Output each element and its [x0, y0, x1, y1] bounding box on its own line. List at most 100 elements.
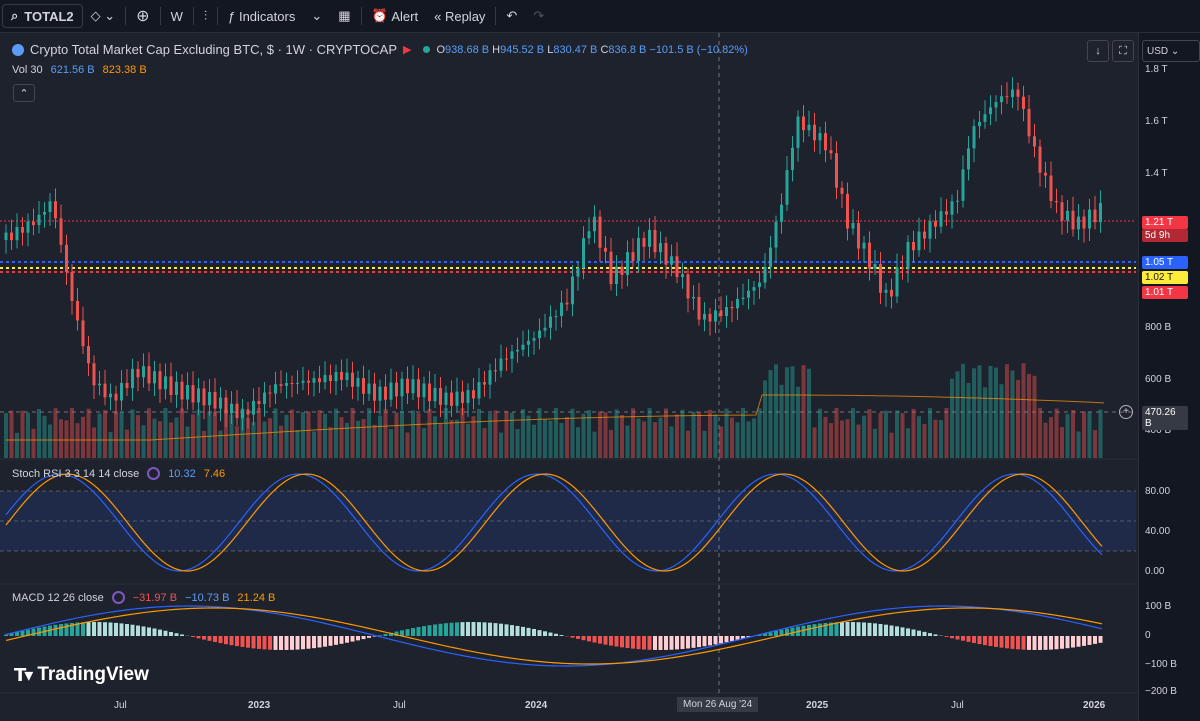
volume-bar [290, 409, 294, 458]
candle-body [197, 388, 200, 403]
volume-bar [394, 412, 399, 458]
volume-bar [559, 423, 564, 458]
scroll-down-button[interactable]: ↓ [1087, 40, 1109, 62]
currency-selector[interactable]: USD ⌄ [1142, 40, 1200, 62]
price-tick: 1.6 T [1145, 116, 1168, 127]
volume-bar [114, 411, 118, 458]
candles-icon: ⫶ [203, 8, 208, 23]
volume-bar [422, 428, 426, 458]
macd-histogram-bar [521, 626, 525, 636]
indicators-button[interactable]: ƒ Indicators [220, 0, 303, 32]
symbol-search[interactable]: ⌕ TOTAL2 [2, 4, 83, 28]
volume-bar [532, 424, 536, 458]
macd-histogram-bar [449, 622, 454, 636]
macd-histogram-bar [383, 634, 388, 636]
candle-body [939, 211, 943, 227]
macd-histogram-bar [807, 624, 811, 636]
add-symbol-button[interactable]: ⊕ [128, 0, 157, 32]
settings-ring-icon[interactable] [147, 467, 161, 480]
volume-bar [356, 420, 360, 458]
candle-body [714, 310, 717, 322]
volume-bar [361, 419, 366, 458]
collapse-legend-button[interactable]: ⌃ [13, 84, 35, 102]
candle-body [48, 201, 52, 212]
volume-bar [702, 430, 707, 458]
volume-bar [163, 408, 168, 458]
settings-ring-icon[interactable] [111, 591, 125, 604]
volume-ma-value: 823.38 B [102, 64, 147, 76]
maximize-icon: ⛶ [1119, 44, 1127, 57]
tradingview-logo[interactable]: 𝗧▾ TradingView [14, 664, 149, 686]
redo-button[interactable]: ↷ [525, 0, 552, 32]
candle-body [582, 238, 585, 268]
volume-bar [779, 384, 784, 458]
chart-type-button[interactable]: ⫶ [196, 0, 215, 32]
macd-histogram-bar [279, 636, 283, 650]
volume-bar [213, 411, 217, 458]
symbol-title[interactable]: Crypto Total Market Cap Excluding BTC, $… [30, 42, 398, 57]
candle-body [241, 409, 244, 419]
macd-histogram-bar [81, 622, 85, 636]
add-alert-plus-icon[interactable]: + [1119, 405, 1133, 419]
undo-button[interactable]: ↶ [498, 0, 525, 32]
chart-canvas[interactable] [0, 33, 1200, 721]
macd-histogram-bar [416, 627, 421, 636]
stoch-k-value: 10.32 [168, 467, 196, 480]
macd-histogram-bar [1027, 636, 1031, 650]
interval-button[interactable]: W [170, 8, 183, 24]
volume-bar [477, 408, 481, 458]
volume-bar [1054, 408, 1059, 458]
macd-hist-value: −31.97 B [132, 591, 178, 604]
macd-histogram-bar [136, 625, 140, 636]
macd-histogram-bar [268, 636, 272, 650]
layouts-button[interactable]: ▦ [330, 0, 358, 32]
macd-histogram-bar [174, 633, 179, 636]
compare-symbol-button[interactable]: ◇ ⌄ [83, 0, 124, 32]
candle-body [1088, 209, 1091, 229]
indicators-dropdown[interactable]: ⌄ [303, 0, 330, 32]
macd-histogram-bar [444, 623, 448, 636]
candle-body [26, 221, 30, 233]
ohlc-values: O938.68 B H945.52 B L830.47 B C836.8 B −… [436, 44, 747, 56]
macd-histogram-bar [356, 636, 360, 641]
volume-bar [1065, 413, 1070, 458]
volume-bar [411, 410, 415, 458]
stoch-d-value: 7.46 [203, 467, 226, 480]
volume-label[interactable]: Vol 30 [12, 64, 43, 76]
alert-button[interactable]: ⏰ Alert [364, 0, 427, 32]
candle-body [186, 385, 189, 400]
volume-bar [202, 430, 206, 458]
volume-bar [405, 432, 410, 458]
candle-body [373, 383, 376, 401]
candle-body [345, 372, 349, 380]
macd-histogram-bar [548, 632, 553, 636]
macd-histogram-bar [757, 634, 762, 636]
candle-body [807, 124, 811, 131]
candle-body [736, 298, 739, 309]
macd-histogram-bar [301, 636, 305, 650]
macd-histogram-bar [350, 636, 355, 642]
redo-icon: ↷ [533, 8, 545, 23]
candle-body [840, 187, 844, 194]
candle-body [406, 378, 409, 394]
flag-icon[interactable]: ▶ [403, 44, 412, 56]
volume-bar [1071, 409, 1075, 458]
stoch-tick: 40.00 [1145, 526, 1171, 537]
fullscreen-button[interactable]: ⛶ [1112, 40, 1134, 62]
price-axis[interactable] [1138, 33, 1200, 721]
macd-tick: 0 [1145, 630, 1151, 641]
grid-icon: ▦ [338, 8, 351, 23]
macd-histogram-bar [284, 636, 289, 650]
volume-bar [565, 416, 569, 458]
candle-body [571, 276, 574, 305]
stoch-label[interactable]: Stoch RSI 3 3 14 14 close [12, 467, 140, 480]
candle-body [169, 376, 173, 395]
volume-bar [1049, 417, 1053, 458]
replay-button[interactable]: « Replay [426, 0, 493, 32]
volume-bar [686, 430, 690, 458]
volume-bar [598, 411, 602, 458]
macd-label[interactable]: MACD 12 26 close [12, 591, 104, 604]
macd-histogram-bar [1016, 636, 1020, 650]
volume-bar [229, 414, 234, 458]
candle-body [829, 150, 833, 154]
